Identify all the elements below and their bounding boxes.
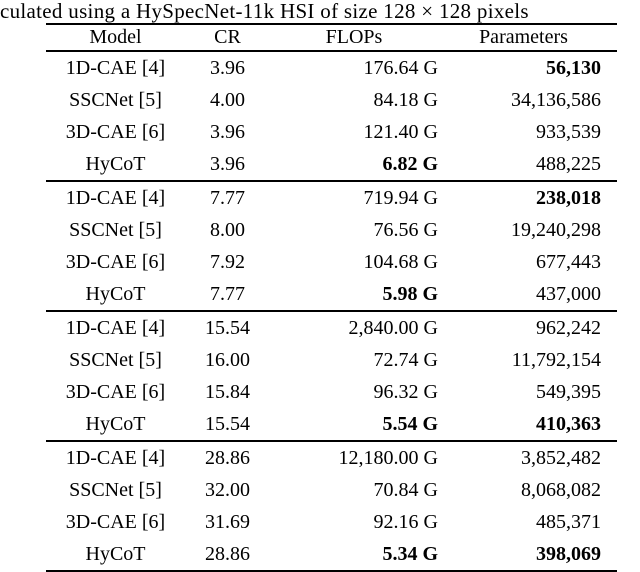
- flops-cell: 72.74 G: [373, 348, 438, 371]
- model-cell: SSCNet [5]: [69, 218, 162, 241]
- cr-cell: 15.54: [205, 316, 250, 339]
- cr8-group: 1D-CAE [4] 7.77 719.94 G 238,018 SSCNet …: [46, 181, 617, 311]
- table-header: Model CR FLOPs Parameters: [46, 24, 617, 51]
- model-cell: 3D-CAE [6]: [65, 250, 166, 273]
- cr-cell: 16.00: [205, 348, 250, 371]
- model-cell: 1D-CAE [4]: [65, 56, 166, 79]
- params-cell: 34,136,586: [511, 88, 601, 111]
- params-cell: 19,240,298: [511, 218, 601, 241]
- col-header-model: Model: [89, 26, 142, 48]
- params-cell: 410,363: [536, 412, 601, 435]
- cr-cell: 15.84: [205, 380, 250, 403]
- flops-cell: 176.64 G: [363, 56, 438, 79]
- flops-cell: 104.68 G: [363, 250, 438, 273]
- table-row: HyCoT 7.77 5.98 G 437,000: [46, 278, 617, 311]
- params-cell: 3,852,482: [521, 446, 601, 469]
- cr32-group: 1D-CAE [4] 28.86 12,180.00 G 3,852,482 S…: [46, 441, 617, 571]
- header-row: Model CR FLOPs Parameters: [46, 24, 617, 51]
- model-cell: HyCoT: [85, 412, 146, 435]
- model-cell: HyCoT: [85, 282, 146, 305]
- table-row: 1D-CAE [4] 15.54 2,840.00 G 962,242: [46, 311, 617, 344]
- table-row: SSCNet [5] 4.00 84.18 G 34,136,586: [46, 84, 617, 116]
- cr-cell: 7.77: [210, 186, 245, 209]
- params-cell: 962,242: [536, 316, 601, 339]
- flops-cell: 12,180.00 G: [338, 446, 438, 469]
- flops-cell: 121.40 G: [363, 120, 438, 143]
- flops-cell: 5.54 G: [382, 412, 438, 435]
- cr-cell: 3.96: [210, 120, 245, 143]
- cr-cell: 7.77: [210, 282, 245, 305]
- flops-cell: 70.84 G: [373, 478, 438, 501]
- table-row: 1D-CAE [4] 7.77 719.94 G 238,018: [46, 181, 617, 214]
- col-header-cr: CR: [214, 26, 241, 48]
- table-row: HyCoT 28.86 5.34 G 398,069: [46, 538, 617, 571]
- model-cell: 1D-CAE [4]: [65, 446, 166, 469]
- model-cell: 1D-CAE [4]: [65, 186, 166, 209]
- flops-cell: 2,840.00 G: [348, 316, 438, 339]
- cr-cell: 4.00: [210, 88, 245, 111]
- table-row: SSCNet [5] 16.00 72.74 G 11,792,154: [46, 344, 617, 376]
- flops-cell: 6.82 G: [382, 152, 438, 175]
- cr-cell: 7.92: [210, 250, 245, 273]
- params-cell: 488,225: [536, 152, 601, 175]
- table-row: 1D-CAE [4] 28.86 12,180.00 G 3,852,482: [46, 441, 617, 474]
- flops-cell: 5.34 G: [382, 542, 438, 565]
- model-cell: 1D-CAE [4]: [65, 316, 166, 339]
- model-cell: 3D-CAE [6]: [65, 120, 166, 143]
- params-cell: 549,395: [536, 380, 601, 403]
- cr-cell: 15.54: [205, 412, 250, 435]
- cr-cell: 28.86: [205, 542, 250, 565]
- table-row: 1D-CAE [4] 3.96 176.64 G 56,130: [46, 51, 617, 84]
- params-cell: 238,018: [536, 186, 601, 209]
- table-row: 3D-CAE [6] 7.92 104.68 G 677,443: [46, 246, 617, 278]
- params-cell: 437,000: [536, 282, 601, 305]
- cr-cell: 3.96: [210, 152, 245, 175]
- params-cell: 485,371: [536, 510, 601, 533]
- table-row: SSCNet [5] 32.00 70.84 G 8,068,082: [46, 474, 617, 506]
- table-row: 3D-CAE [6] 15.84 96.32 G 549,395: [46, 376, 617, 408]
- col-header-flops: FLOPs: [325, 26, 383, 48]
- model-cell: 3D-CAE [6]: [65, 380, 166, 403]
- params-cell: 677,443: [536, 250, 601, 273]
- flops-cell: 5.98 G: [382, 282, 438, 305]
- model-cell: SSCNet [5]: [69, 88, 162, 111]
- col-header-parameters: Parameters: [479, 26, 568, 48]
- cr-cell: 28.86: [205, 446, 250, 469]
- model-cell: SSCNet [5]: [69, 348, 162, 371]
- flops-cell: 92.16 G: [373, 510, 438, 533]
- cr-cell: 31.69: [205, 510, 250, 533]
- table-row: 3D-CAE [6] 31.69 92.16 G 485,371: [46, 506, 617, 538]
- table-caption: culated using a HySpecNet-11k HSI of siz…: [0, 0, 529, 23]
- cr-cell: 8.00: [210, 218, 245, 241]
- flops-cell: 84.18 G: [373, 88, 438, 111]
- cr16-group: 1D-CAE [4] 15.54 2,840.00 G 962,242 SSCN…: [46, 311, 617, 441]
- params-cell: 8,068,082: [521, 478, 601, 501]
- params-cell: 933,539: [536, 120, 601, 143]
- params-cell: 11,792,154: [511, 348, 601, 371]
- flops-cell: 76.56 G: [373, 218, 438, 241]
- model-cell: SSCNet [5]: [69, 478, 162, 501]
- model-cell: HyCoT: [85, 542, 146, 565]
- cr-cell: 32.00: [205, 478, 250, 501]
- table-row: 3D-CAE [6] 3.96 121.40 G 933,539: [46, 116, 617, 148]
- params-cell: 398,069: [536, 542, 601, 565]
- cr4-group: 1D-CAE [4] 3.96 176.64 G 56,130 SSCNet […: [46, 51, 617, 181]
- table-row: HyCoT 3.96 6.82 G 488,225: [46, 148, 617, 181]
- flops-cell: 96.32 G: [373, 380, 438, 403]
- model-cell: HyCoT: [85, 152, 146, 175]
- cr-cell: 3.96: [210, 56, 245, 79]
- model-cell: 3D-CAE [6]: [65, 510, 166, 533]
- params-cell: 56,130: [546, 56, 601, 79]
- flops-cell: 719.94 G: [363, 186, 438, 209]
- table-row: HyCoT 15.54 5.54 G 410,363: [46, 408, 617, 441]
- table-row: SSCNet [5] 8.00 76.56 G 19,240,298: [46, 214, 617, 246]
- results-table: Model CR FLOPs Parameters 1D-CAE [4] 3.9…: [46, 23, 617, 572]
